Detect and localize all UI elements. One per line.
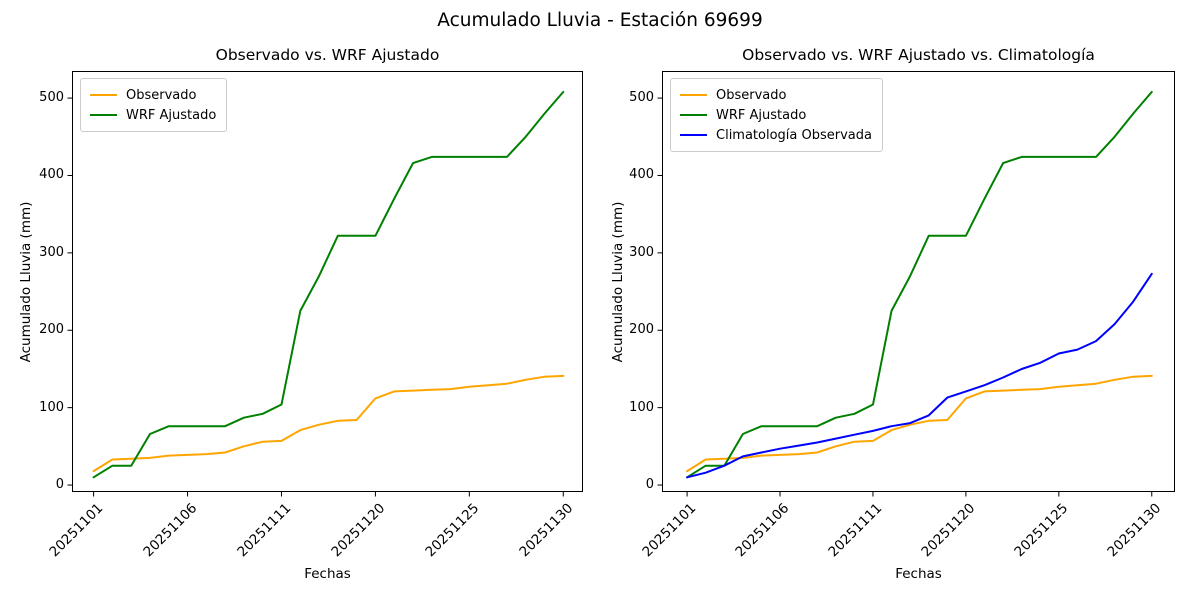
x-tick-label: 20251130 bbox=[515, 500, 576, 561]
series-line-wrf-ajustado bbox=[92, 90, 565, 479]
legend-label: WRF Ajustado bbox=[126, 107, 217, 123]
y-tick-label: 200 bbox=[39, 322, 64, 338]
left-chart-title: Observado vs. WRF Ajustado bbox=[215, 46, 440, 64]
axes-border bbox=[72, 71, 583, 492]
legend-item-wrf-ajustado: WRF Ajustado bbox=[680, 105, 872, 125]
legend-item-observado: Observado bbox=[680, 85, 872, 105]
x-tick-label: 20251130 bbox=[1104, 500, 1165, 561]
y-tick-label: 100 bbox=[629, 399, 654, 415]
x-tick-label: 20251120 bbox=[328, 500, 389, 561]
y-tick-label: 300 bbox=[629, 244, 654, 260]
x-tick-label: 20251101 bbox=[639, 500, 700, 561]
right-chart-y-axis-label: Acumulado Lluvia (mm) bbox=[610, 201, 626, 363]
figure-title: Acumulado Lluvia - Estación 69699 bbox=[437, 10, 763, 31]
y-tick-label: 400 bbox=[39, 167, 64, 183]
legend-label: Observado bbox=[716, 87, 787, 103]
y-tick-label: 200 bbox=[629, 322, 654, 338]
legend-swatch-climatologia-observada bbox=[680, 134, 707, 136]
y-tick-label: 0 bbox=[645, 477, 654, 493]
x-tick-label: 20251101 bbox=[46, 500, 107, 561]
legend-swatch-wrf-ajustado bbox=[90, 114, 117, 116]
x-tick-label: 20251111 bbox=[234, 500, 295, 561]
y-tick-label: 400 bbox=[629, 167, 654, 183]
legend-label: Climatología Observada bbox=[716, 127, 872, 143]
legend-swatch-observado bbox=[680, 94, 707, 96]
legend-item-climatologia-observada: Climatología Observada bbox=[680, 125, 872, 145]
y-tick-label: 100 bbox=[39, 399, 64, 415]
left-chart-y-axis-label: Acumulado Lluvia (mm) bbox=[18, 201, 34, 363]
legend-item-observado: Observado bbox=[90, 85, 216, 105]
legend-swatch-wrf-ajustado bbox=[680, 114, 707, 116]
x-tick-label: 20251125 bbox=[422, 500, 482, 561]
x-tick-label: 20251106 bbox=[140, 500, 201, 561]
legend-label: WRF Ajustado bbox=[716, 107, 807, 123]
series-line-wrf-ajustado bbox=[686, 90, 1153, 479]
series-line-climatologia-observada bbox=[686, 272, 1153, 479]
y-tick-label: 300 bbox=[39, 244, 64, 260]
legend-swatch-observado bbox=[90, 94, 117, 96]
left-chart-x-axis-label: Fechas bbox=[304, 566, 351, 582]
x-tick-label: 20251106 bbox=[732, 500, 793, 561]
y-tick-label: 500 bbox=[629, 90, 654, 106]
legend-label: Observado bbox=[126, 87, 197, 103]
legend-item-wrf-ajustado: WRF Ajustado bbox=[90, 105, 216, 125]
y-tick-label: 0 bbox=[55, 477, 64, 493]
x-tick-label: 20251125 bbox=[1011, 500, 1072, 561]
axes-border bbox=[662, 71, 1175, 492]
x-tick-label: 20251120 bbox=[918, 500, 979, 561]
y-tick-label: 500 bbox=[39, 90, 64, 106]
right-chart-legend: Observado WRF Ajustado Climatología Observ… bbox=[670, 78, 883, 152]
left-chart-plot-area bbox=[67, 71, 583, 497]
series-line-observado bbox=[686, 374, 1153, 473]
right-chart-x-axis-label: Fechas bbox=[895, 566, 942, 582]
right-chart-plot-area bbox=[657, 71, 1175, 497]
x-tick-label: 20251111 bbox=[825, 500, 886, 561]
right-chart-title: Observado vs. WRF Ajustado vs. Climatolo… bbox=[742, 46, 1095, 64]
series-line-observado bbox=[92, 374, 565, 473]
left-chart-legend: Observado WRF Ajustado bbox=[80, 78, 228, 132]
